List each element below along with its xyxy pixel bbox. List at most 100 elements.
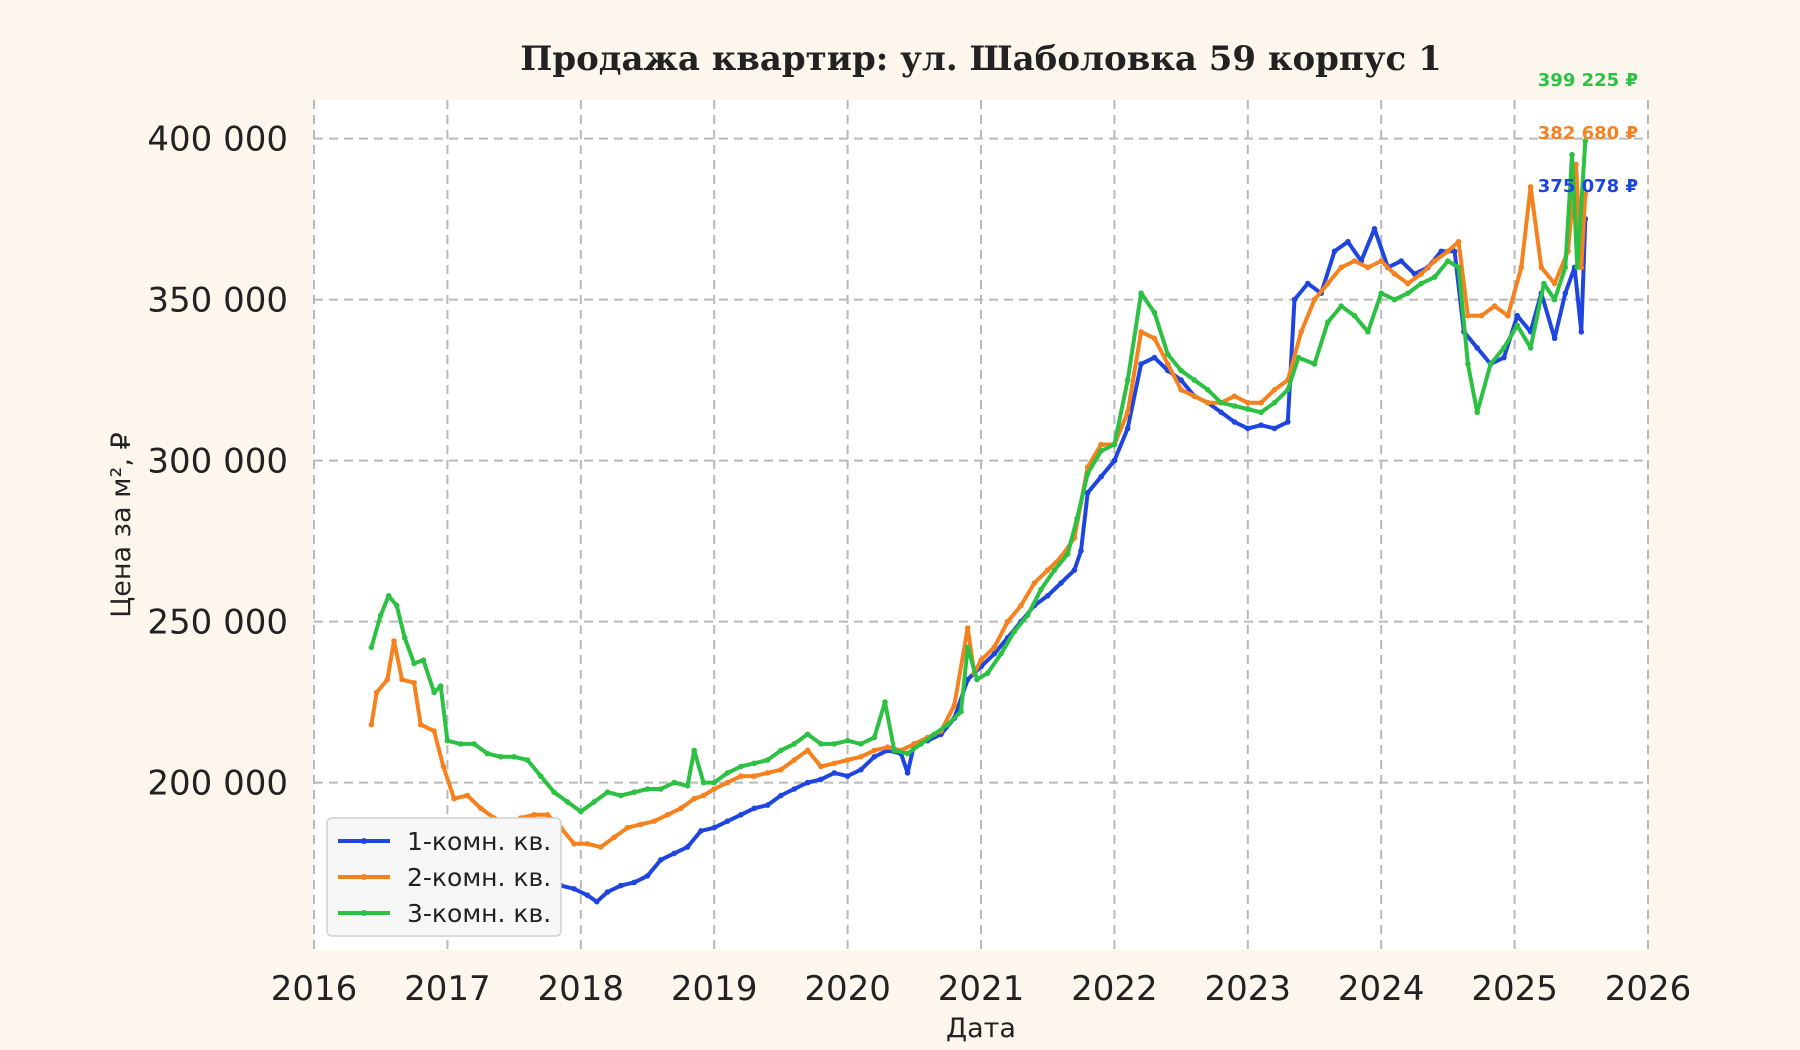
data-point [1291,296,1298,303]
data-point [1538,264,1545,271]
data-point [882,699,888,705]
x-tick-label: 2019 [671,969,758,1009]
y-axis-label: Цена за м², ₽ [106,432,137,617]
data-point [871,747,878,754]
data-point [644,786,651,792]
data-point [1205,387,1211,393]
x-tick-label: 2020 [804,969,891,1009]
data-point [904,770,911,776]
data-point [1474,409,1480,416]
data-point [1378,258,1384,264]
data-point [1445,258,1451,264]
data-point [738,812,744,818]
data-point [1578,329,1585,335]
data-point [531,812,537,818]
x-tick-label: 2025 [1471,969,1558,1009]
data-point [818,741,824,747]
data-point [778,766,784,773]
data-point [385,593,392,599]
x-tick-label: 2022 [1071,969,1158,1009]
data-point [1365,329,1371,335]
data-point [978,657,984,663]
data-point [571,886,577,892]
data-point [1501,345,1507,351]
data-point [684,844,691,850]
data-point [584,841,591,847]
data-point [711,824,717,831]
data-point [818,776,824,783]
data-point [1165,351,1171,358]
data-point [1271,387,1278,393]
data-point [1084,470,1091,477]
data-point [1541,280,1547,287]
data-point [711,786,717,792]
legend-marker [361,910,367,916]
data-point [678,805,684,812]
data-point [420,657,427,663]
x-tick-label: 2016 [271,969,358,1009]
data-point [1044,567,1051,573]
data-point [644,873,651,879]
data-point [591,799,597,805]
data-point [751,773,757,779]
data-point [1098,441,1104,448]
data-point [1562,264,1569,271]
data-point [1551,280,1558,287]
data-point [1398,258,1404,264]
data-point [1325,280,1331,287]
data-point [484,750,491,757]
data-point [1058,580,1064,586]
data-point [401,634,408,641]
data-point [904,750,911,757]
data-point [1514,312,1521,319]
data-point [1151,335,1158,342]
data-point [844,737,851,744]
data-point [858,741,864,747]
data-point [1071,567,1078,573]
data-point [1455,238,1462,245]
data-point [964,644,971,651]
data-point [658,786,664,792]
y-tick-label: 200 000 [147,764,288,804]
data-point [1351,312,1358,319]
data-point [1574,264,1581,271]
data-point [858,766,864,773]
legend-label: 3-комн. кв. [407,899,551,928]
data-point [991,651,998,657]
data-point [1573,161,1579,168]
data-point [604,789,611,795]
data-point [1305,280,1311,287]
data-point [984,670,991,676]
data-point [1527,184,1534,190]
data-point [691,795,697,802]
y-tick-label: 400 000 [147,120,288,160]
data-point [1124,377,1131,383]
data-point [691,747,697,754]
data-point [831,770,838,776]
data-point [1124,425,1131,432]
data-point [871,734,878,741]
data-point [478,805,484,812]
data-point [831,741,838,747]
data-point [1231,419,1238,425]
data-point [700,779,707,786]
data-point [399,676,405,683]
x-tick-label: 2026 [1605,969,1692,1009]
data-point [1325,319,1331,326]
y-tick-label: 300 000 [147,442,288,482]
data-point [498,754,504,760]
data-point [751,760,757,767]
data-point [1518,264,1525,271]
data-point [1391,296,1398,303]
data-point [974,676,980,683]
data-point [711,779,717,786]
data-point [631,789,637,795]
data-point [1295,354,1302,361]
data-point [437,683,444,689]
data-point [698,828,704,834]
data-point [844,757,851,763]
data-point [373,689,380,696]
x-tick-label: 2021 [938,969,1025,1009]
data-point [724,779,731,786]
data-point [1245,399,1251,406]
